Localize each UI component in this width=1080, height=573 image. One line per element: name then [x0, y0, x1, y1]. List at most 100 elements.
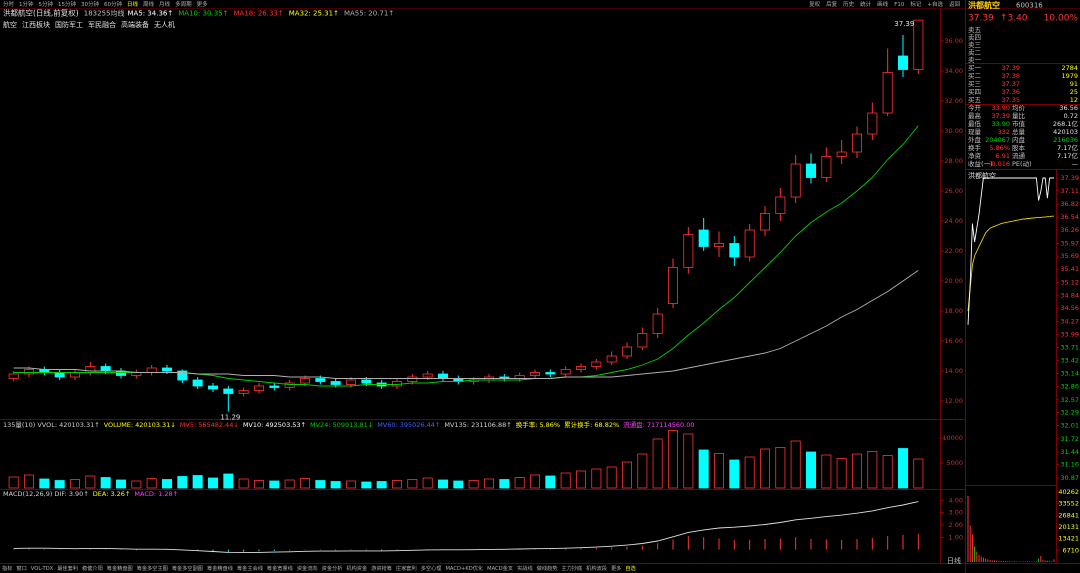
- period-tab[interactable]: 更多: [197, 0, 209, 8]
- candle-body: [223, 388, 234, 394]
- indicator-tab[interactable]: 资金分析: [322, 564, 343, 572]
- candle-body: [913, 19, 924, 70]
- indicator-tab[interactable]: 筹金精盘图: [107, 564, 133, 572]
- indicator-tab[interactable]: 筹金多空副图: [172, 564, 203, 572]
- y-tick-label: 1.00: [949, 533, 963, 541]
- macd-legend: MACD: 1.28↑: [134, 490, 178, 498]
- concept-tag[interactable]: 江西板块: [22, 20, 50, 29]
- concept-tag[interactable]: 军民融合: [88, 20, 116, 29]
- volume-bar: [483, 478, 494, 489]
- indicator-tab[interactable]: 筹金主会线: [237, 564, 263, 572]
- tool-button[interactable]: F10: [894, 2, 905, 8]
- period-tab[interactable]: 5分钟: [39, 0, 54, 8]
- candle-body: [591, 361, 602, 367]
- indicator-tab[interactable]: 最佳套利: [57, 564, 78, 572]
- info-value: 33.90: [991, 120, 1010, 128]
- info-value: 204067: [985, 136, 1010, 144]
- indicator-tab[interactable]: MACD+KD优化: [445, 564, 483, 572]
- volume-bar: [146, 478, 157, 489]
- tool-button[interactable]: 后复: [826, 0, 838, 8]
- indicator-tab[interactable]: 更多: [611, 564, 621, 572]
- tool-button[interactable]: 历史: [843, 0, 855, 8]
- volume-bar: [23, 474, 34, 489]
- y-tick-label: 2.00: [949, 521, 963, 529]
- tool-button[interactable]: 返回: [949, 1, 961, 8]
- tool-button[interactable]: 标记: [910, 0, 922, 8]
- period-tab[interactable]: 日线: [127, 0, 139, 8]
- candle-body: [576, 366, 587, 370]
- candle-body: [253, 385, 264, 391]
- candle-body: [54, 372, 65, 378]
- period-tab[interactable]: 60分钟: [104, 0, 122, 8]
- ask-label: 卖二: [968, 49, 982, 57]
- candle-body: [530, 372, 541, 376]
- volume-bar: [284, 479, 295, 489]
- candle-body: [560, 369, 571, 375]
- concept-tag[interactable]: 无人机: [154, 20, 175, 29]
- avg-price-line: [967, 215, 1054, 312]
- period-tab[interactable]: 30分钟: [81, 0, 99, 8]
- volume-bar: [514, 477, 525, 489]
- tool-button[interactable]: 画线: [877, 0, 889, 8]
- volume-bar: [70, 479, 81, 489]
- volume-bar: [576, 470, 587, 489]
- period-tab[interactable]: 分时: [3, 0, 15, 8]
- indicator-tab[interactable]: 庄家套利: [396, 564, 417, 572]
- indicator-tab[interactable]: MACD金叉: [487, 564, 513, 572]
- info-label: 收益(一): [968, 159, 993, 168]
- candle-body: [760, 213, 771, 231]
- tool-button[interactable]: 统计: [860, 0, 872, 8]
- candle-body: [698, 229, 709, 247]
- volume-bar: [253, 480, 264, 489]
- ask-label: 卖一: [968, 56, 982, 64]
- volume-bar: [545, 475, 556, 489]
- bid-label: 买二: [968, 72, 982, 80]
- indicator-tab[interactable]: 稳健介阳: [82, 564, 103, 572]
- indicator-tab[interactable]: 筹金精盘线: [207, 564, 233, 572]
- concept-tag[interactable]: 高端装备: [121, 20, 149, 29]
- indicator-tab[interactable]: 多空心理: [421, 564, 443, 572]
- concept-tag[interactable]: 航空: [3, 20, 17, 29]
- indicator-tab[interactable]: VOL-TDX: [31, 566, 54, 572]
- volume-bar: [637, 453, 648, 489]
- indicator-tab[interactable]: 机构资金: [346, 564, 368, 572]
- indicator-tab[interactable]: 筹金多空主图: [137, 564, 168, 572]
- stock-name: 洪都航空: [968, 0, 1000, 10]
- candle-body: [806, 163, 817, 178]
- concept-tag[interactable]: 国防军工: [55, 20, 83, 29]
- indicator-tab[interactable]: 游资抢筹: [371, 564, 392, 572]
- period-tab[interactable]: 月线: [159, 0, 171, 8]
- period-tab[interactable]: 周线: [143, 0, 155, 8]
- y-tick-label: 30.87: [1060, 474, 1079, 482]
- tool-button[interactable]: 复权: [809, 0, 821, 8]
- y-tick-label: 31.44: [1060, 448, 1079, 456]
- indicator-tab[interactable]: 机构波段: [586, 564, 607, 572]
- candle-body: [315, 378, 326, 382]
- candle-body: [361, 379, 372, 384]
- indicator-tab[interactable]: 资金流向: [297, 564, 318, 572]
- info-label: 换手: [968, 143, 982, 152]
- volume-bar: [207, 477, 218, 489]
- indicator-tab[interactable]: 主力抄底: [561, 564, 582, 572]
- indicator-tab[interactable]: 窗口: [16, 564, 26, 572]
- y-tick-label: 30.00: [944, 127, 963, 135]
- indicator-tab[interactable]: 自选: [625, 564, 635, 572]
- volume-bar: [729, 459, 740, 489]
- y-tick-label: 34.84: [1060, 291, 1079, 299]
- volume-bar: [238, 478, 249, 489]
- indicator-tab[interactable]: 实战线: [517, 564, 533, 572]
- indicator-tab[interactable]: 做线趋势: [537, 564, 558, 572]
- indicator-tab[interactable]: 指标: [2, 564, 12, 572]
- y-tick-label: 34.56: [1060, 304, 1079, 312]
- y-tick-label: 5000: [946, 459, 963, 467]
- candle-body: [422, 373, 433, 378]
- volume-bar: [836, 458, 847, 489]
- candle-body: [683, 234, 694, 268]
- period-tab[interactable]: 15分钟: [58, 0, 76, 8]
- candle-body: [8, 373, 19, 379]
- tool-button[interactable]: +自选: [927, 0, 943, 8]
- period-tab[interactable]: 1分钟: [19, 0, 34, 8]
- indicator-tab[interactable]: 筹金宽量线: [267, 564, 293, 572]
- ma-legend: MA55: 20.71↑: [344, 10, 394, 18]
- period-tab[interactable]: 多周期: [175, 0, 192, 8]
